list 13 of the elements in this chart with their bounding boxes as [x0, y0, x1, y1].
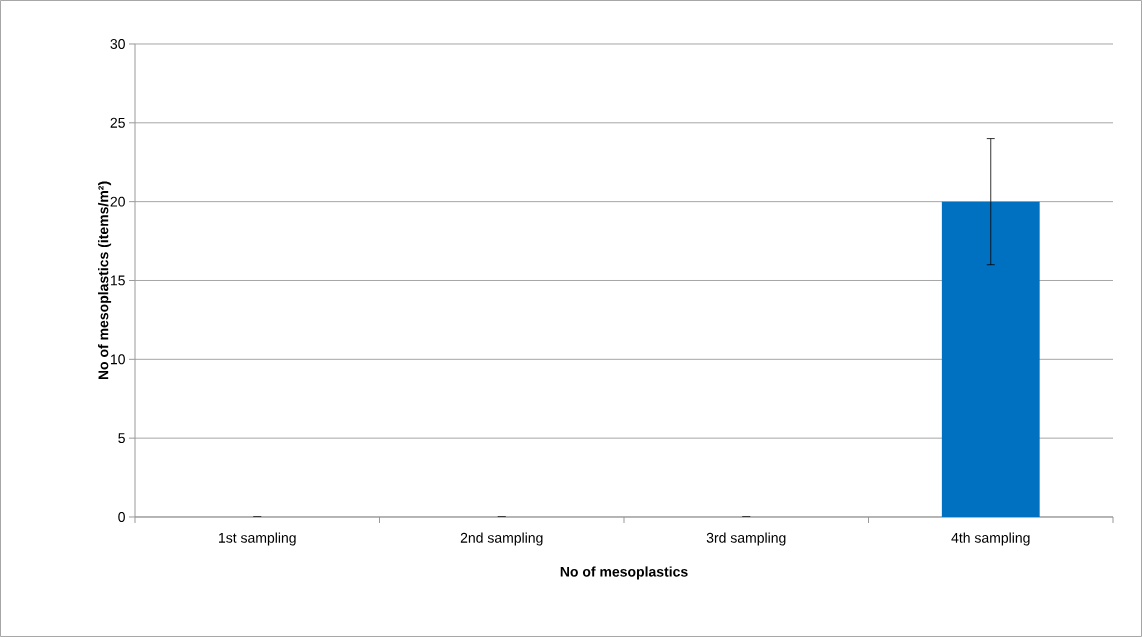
y-tick-label: 20 — [110, 196, 125, 207]
x-tick-label: 1st sampling — [219, 532, 296, 546]
y-tick-label: 5 — [118, 433, 125, 444]
x-axis-title: No of mesoplastics — [560, 566, 688, 580]
y-tick-label: 30 — [110, 39, 125, 49]
x-tick-label: 4th sampling — [951, 532, 1030, 546]
y-tick-label: 10 — [110, 354, 125, 365]
y-tick-label: 0 — [118, 512, 125, 522]
y-tick-label: 15 — [110, 275, 125, 286]
x-tick-label: 3rd sampling — [706, 532, 786, 546]
x-tick-label: 2nd sampling — [460, 532, 543, 546]
y-tick-label: 25 — [110, 117, 125, 128]
y-axis-title: No of mesoplastics (items/m²) — [98, 181, 112, 380]
